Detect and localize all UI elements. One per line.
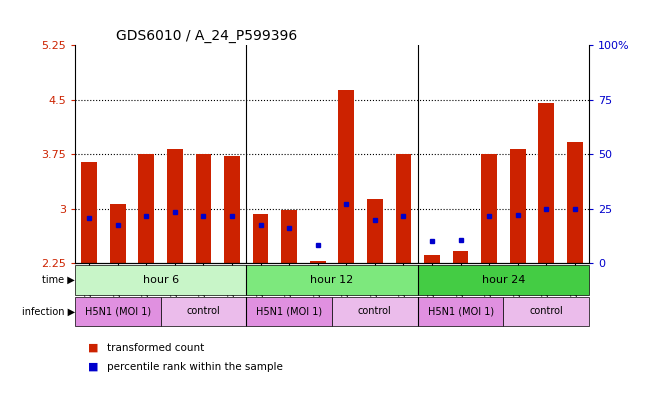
Text: ■: ■	[88, 362, 98, 372]
Bar	[510, 149, 525, 263]
Text: hour 24: hour 24	[482, 275, 525, 285]
Bar	[567, 142, 583, 263]
Bar	[503, 297, 589, 326]
Bar	[339, 90, 354, 263]
Text: control: control	[529, 307, 563, 316]
Bar	[110, 204, 126, 263]
Bar	[167, 149, 183, 263]
Text: H5N1 (MOI 1): H5N1 (MOI 1)	[85, 307, 151, 316]
Bar	[310, 261, 326, 263]
Bar	[452, 251, 469, 263]
Bar	[481, 154, 497, 263]
Bar	[332, 297, 418, 326]
Text: GDS6010 / A_24_P599396: GDS6010 / A_24_P599396	[116, 29, 298, 43]
Bar	[139, 154, 154, 263]
Text: ■: ■	[88, 343, 98, 353]
Text: time ▶: time ▶	[42, 275, 75, 285]
Bar	[246, 265, 418, 295]
Bar	[195, 154, 212, 263]
Text: hour 6: hour 6	[143, 275, 178, 285]
Text: control: control	[187, 307, 220, 316]
Bar	[246, 297, 332, 326]
Bar	[224, 156, 240, 263]
Bar	[253, 214, 268, 263]
Bar	[161, 297, 246, 326]
Text: H5N1 (MOI 1): H5N1 (MOI 1)	[256, 307, 322, 316]
Bar	[75, 265, 246, 295]
Bar	[281, 210, 297, 263]
Text: H5N1 (MOI 1): H5N1 (MOI 1)	[428, 307, 493, 316]
Bar	[538, 103, 554, 263]
Bar	[81, 162, 97, 263]
Text: infection ▶: infection ▶	[21, 307, 75, 316]
Bar	[424, 255, 440, 263]
Bar	[367, 199, 383, 263]
Bar	[418, 297, 503, 326]
Text: percentile rank within the sample: percentile rank within the sample	[107, 362, 283, 372]
Bar	[396, 154, 411, 263]
Text: control: control	[358, 307, 392, 316]
Text: hour 12: hour 12	[311, 275, 353, 285]
Bar	[75, 297, 161, 326]
Text: transformed count: transformed count	[107, 343, 204, 353]
Bar	[418, 265, 589, 295]
